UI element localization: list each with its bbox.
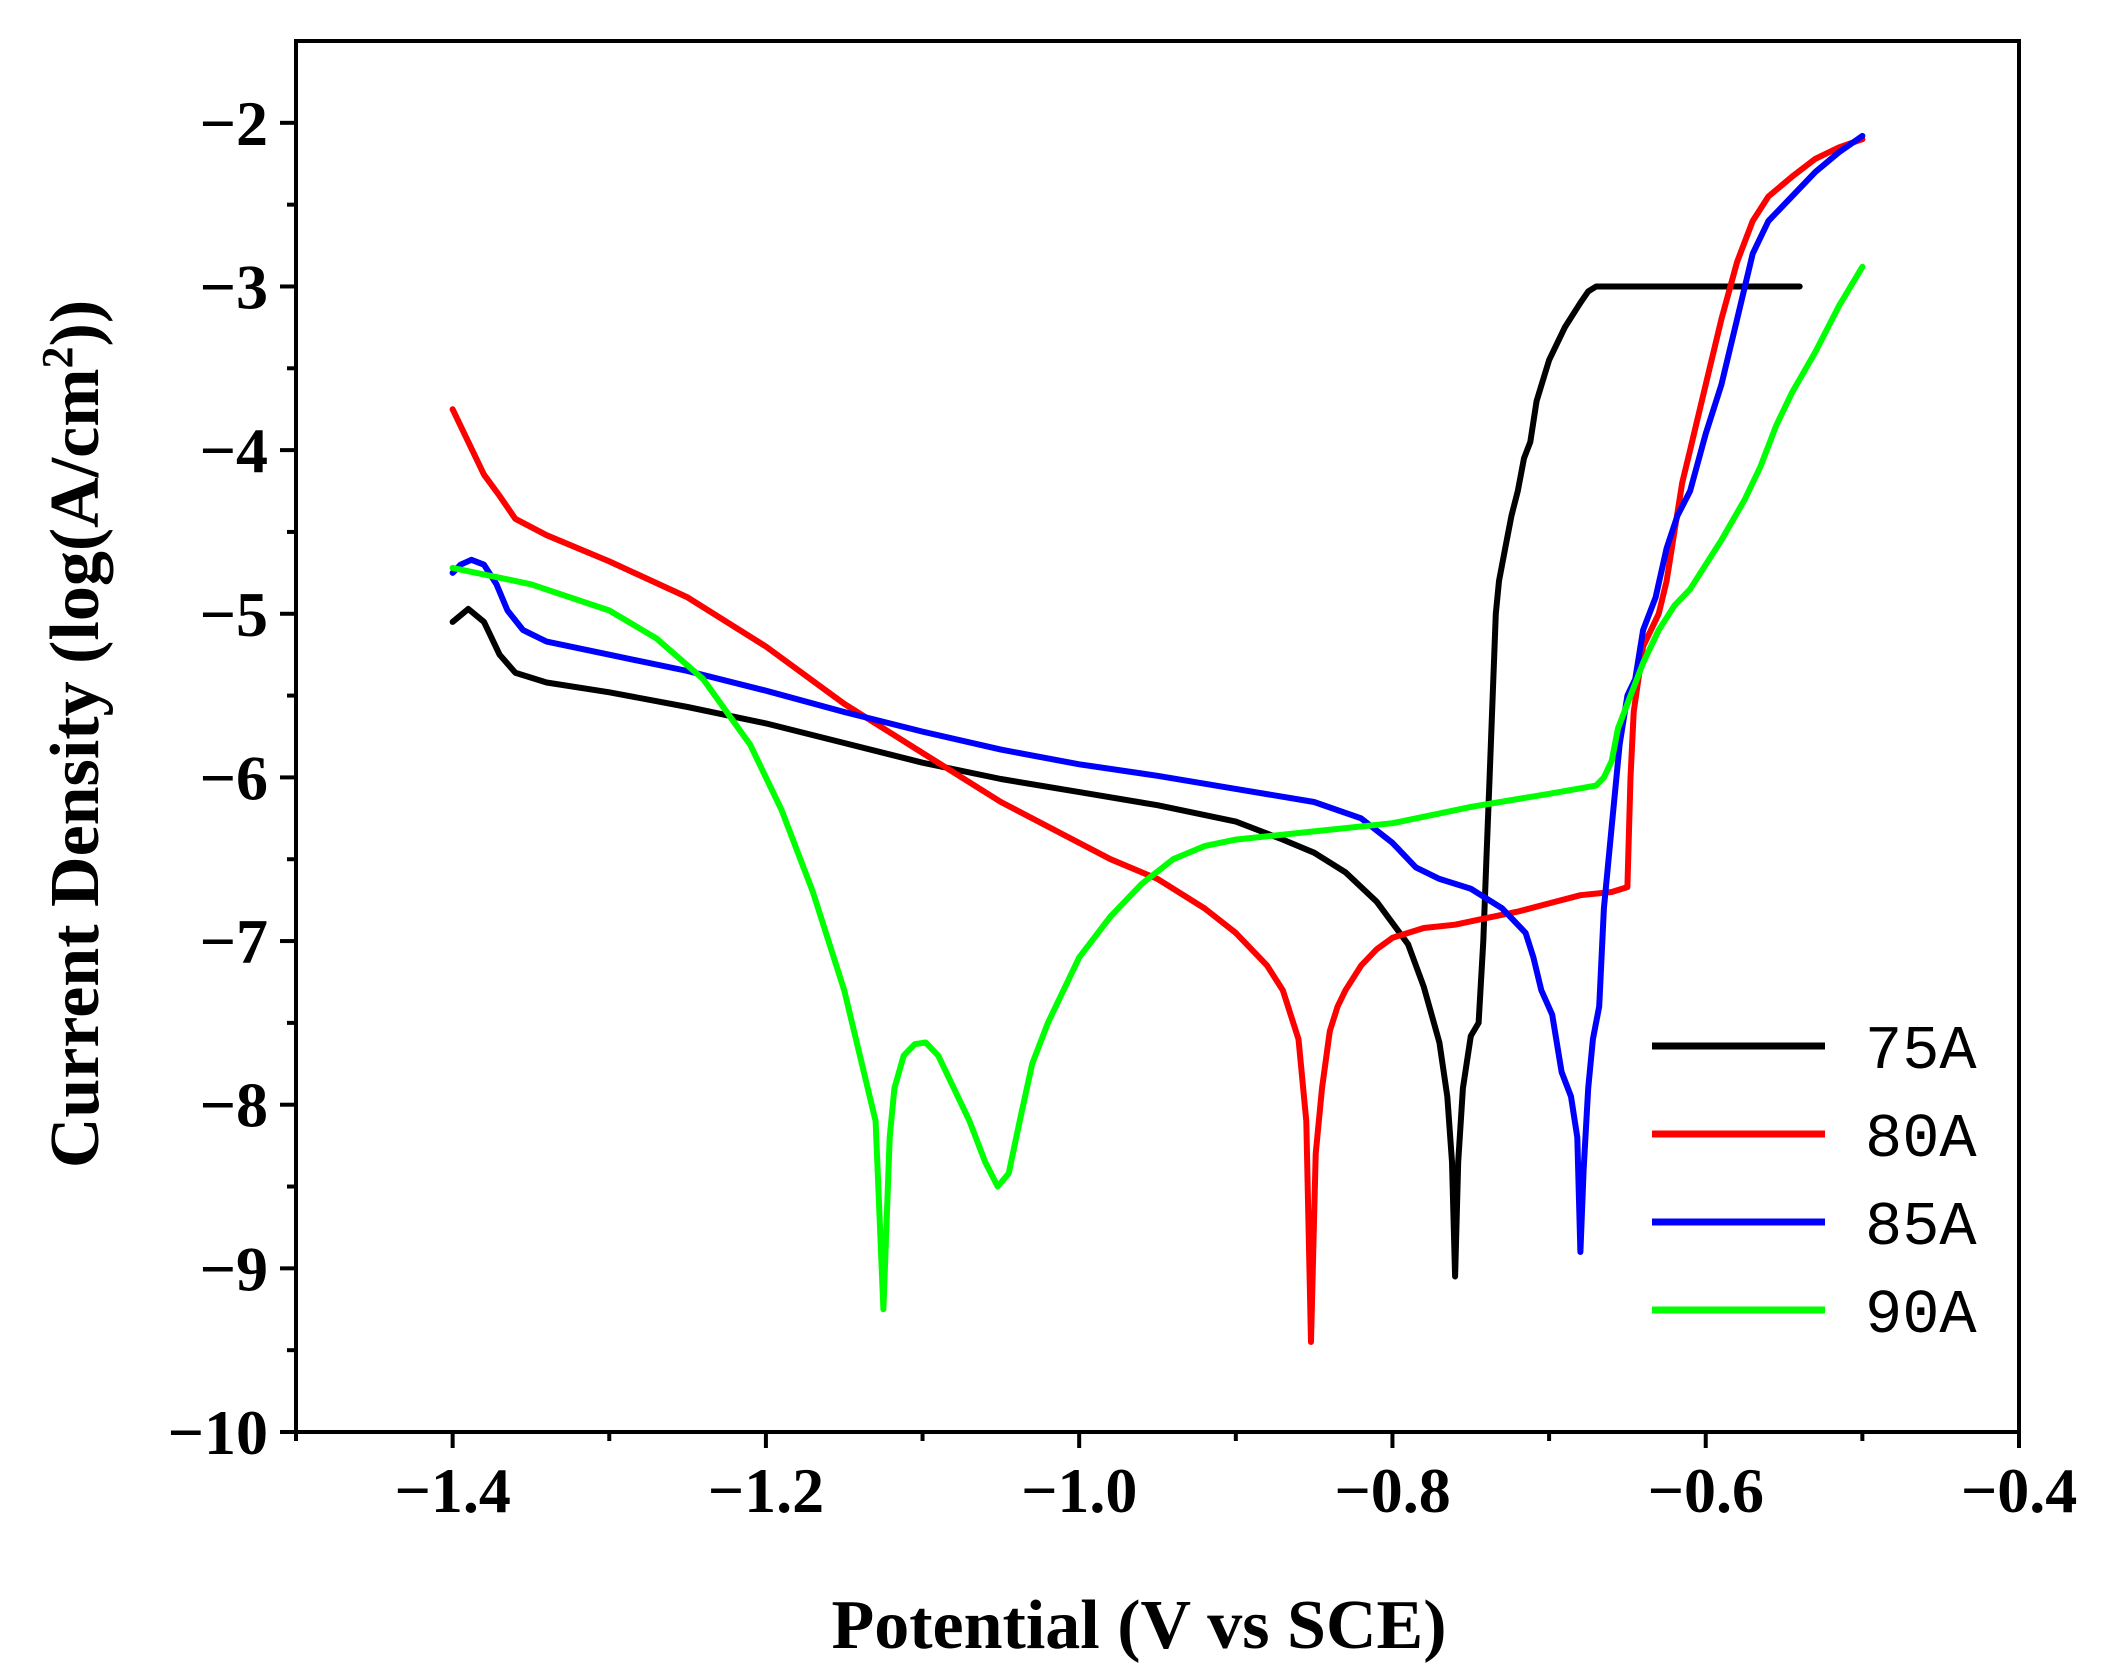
legend-label-85a: 85A xyxy=(1865,1192,1977,1263)
y-axis-title-suffix: )) xyxy=(37,300,114,347)
series-line-75a xyxy=(449,283,1803,1280)
y-axis-title-main: Current Density (log(A/cm xyxy=(37,368,114,1168)
x-tick-label: −1.4 xyxy=(394,1455,510,1526)
tick-layer xyxy=(280,120,2021,1448)
x-tick-label: −0.6 xyxy=(1647,1455,1763,1526)
legend: 75A 80A 85A 90A xyxy=(1652,1016,1977,1351)
x-tick-label: −1.2 xyxy=(708,1455,824,1526)
legend-label-90a: 90A xyxy=(1865,1280,1977,1351)
y-tick-label: −5 xyxy=(200,579,268,650)
y-tick-label: −9 xyxy=(200,1233,268,1304)
legend-label-75a: 75A xyxy=(1865,1016,1977,1087)
tick-label-layer: −1.4 −1.2 −1.0 −0.8 −0.6 −0.4 −10 −9 −8 −7 −6 −5 −4 −… xyxy=(168,88,2078,1526)
series-line-80a xyxy=(449,136,1866,1345)
y-axis-title: Current Density (log(A/cm2)) xyxy=(33,300,114,1168)
y-tick-label: −7 xyxy=(200,906,268,977)
y-axis-title-superscript: 2 xyxy=(33,346,82,368)
series-layer xyxy=(449,132,1866,1345)
y-tick-label: −4 xyxy=(200,415,268,486)
y-tick-label: −10 xyxy=(168,1397,268,1468)
y-tick-label: −6 xyxy=(200,742,268,813)
y-tick-label: −8 xyxy=(200,1070,268,1141)
plot-frame xyxy=(294,39,2021,1434)
series-line-85a xyxy=(449,132,1866,1255)
x-tick-label: −0.4 xyxy=(1961,1455,2077,1526)
y-tick-label: −2 xyxy=(200,88,268,159)
x-tick-label: −0.8 xyxy=(1334,1455,1450,1526)
legend-label-80a: 80A xyxy=(1865,1104,1977,1175)
x-tick-label: −1.0 xyxy=(1021,1455,1137,1526)
x-axis-title: Potential (V vs SCE) xyxy=(831,1587,1446,1664)
y-tick-label: −3 xyxy=(200,251,268,322)
series-line-90a xyxy=(449,263,1866,1313)
